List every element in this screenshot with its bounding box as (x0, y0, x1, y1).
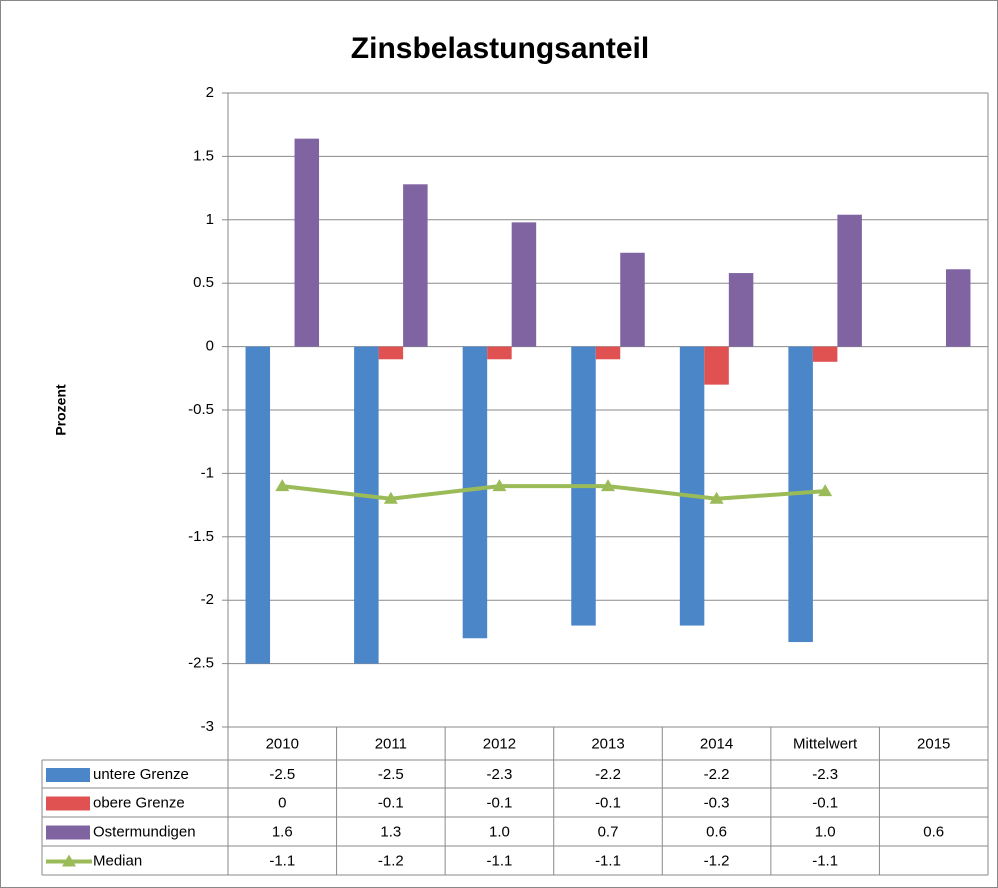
table-value: -1.1 (812, 852, 838, 869)
table-value: -0.1 (595, 794, 621, 811)
bar (294, 138, 320, 347)
x-tick-label: 2010 (266, 735, 299, 752)
bar (462, 346, 488, 639)
y-axis-label: Prozent (53, 384, 69, 436)
bar (945, 269, 971, 347)
x-tick-label: 2014 (700, 735, 733, 752)
bar (511, 222, 537, 347)
y-tick-label: 1.5 (193, 147, 214, 164)
bar (595, 346, 621, 360)
bar (487, 346, 512, 360)
bar (704, 346, 729, 385)
table-value: -1.1 (595, 852, 621, 869)
y-tick-label: -3 (201, 718, 214, 735)
bar (812, 346, 838, 362)
y-tick-label: -0.5 (188, 401, 214, 418)
table-value: 0.6 (706, 823, 727, 840)
y-tick-label: -1.5 (188, 528, 214, 545)
table-value: 1.3 (380, 823, 401, 840)
table-value: -1.1 (486, 852, 512, 869)
table-value: -2.2 (595, 766, 621, 783)
x-tick-label: 2011 (375, 735, 407, 752)
line-marker (492, 479, 507, 492)
legend-label: untere Grenze (93, 766, 189, 783)
bar (620, 252, 645, 347)
legend-label: Ostermundigen (93, 823, 196, 840)
chart-title: Zinsbelastungsanteil (351, 32, 649, 65)
bar (245, 346, 271, 664)
table-value: 1.6 (272, 823, 293, 840)
line-marker (709, 491, 724, 504)
table-value: -2.3 (812, 766, 838, 783)
legend-label: obere Grenze (93, 794, 185, 811)
line-marker (275, 479, 290, 492)
table-value: -0.1 (486, 794, 512, 811)
table-value: -1.1 (269, 852, 295, 869)
table-value: 0.6 (923, 823, 944, 840)
x-tick-label: 2012 (483, 735, 516, 752)
bar (378, 346, 404, 360)
table-value: 1.0 (815, 823, 836, 840)
table-value: -1.2 (704, 852, 730, 869)
line-marker (601, 479, 615, 492)
legend-key (46, 796, 90, 811)
table-value: -2.3 (486, 766, 512, 783)
y-tick-label: 0 (206, 338, 214, 355)
y-tick-label: 1 (206, 211, 214, 228)
legend-label: Median (93, 852, 142, 869)
y-tick-label: -2.5 (188, 655, 214, 672)
y-tick-label: 0.5 (193, 274, 214, 291)
x-tick-label: 2013 (591, 735, 624, 752)
bar (403, 184, 428, 347)
line-marker (383, 491, 398, 504)
legend-key (46, 768, 90, 782)
line (282, 484, 826, 501)
y-tick-label: -1 (201, 464, 214, 481)
table-value: -0.1 (378, 794, 404, 811)
table-value: -1.2 (378, 852, 404, 869)
table-value: -2.2 (704, 766, 730, 783)
legend-key (46, 825, 90, 840)
table-value: -2.5 (269, 766, 295, 783)
legend-key-marker (62, 854, 76, 867)
table-value: 0.7 (598, 823, 619, 840)
table-value: -2.5 (378, 766, 404, 783)
bar (728, 273, 754, 347)
y-tick-label: -2 (201, 591, 214, 608)
x-tick-label: Mittelwert (793, 735, 858, 752)
x-tick-label: 2015 (917, 735, 950, 752)
y-tick-label: 2 (206, 84, 214, 101)
bar (837, 214, 862, 347)
table-value: 1.0 (489, 823, 510, 840)
table-value: -0.3 (704, 794, 730, 811)
line-marker (818, 484, 833, 497)
bar (679, 346, 705, 626)
table-value: -0.1 (812, 794, 838, 811)
bar (354, 346, 379, 664)
table-value: 0 (278, 794, 286, 811)
